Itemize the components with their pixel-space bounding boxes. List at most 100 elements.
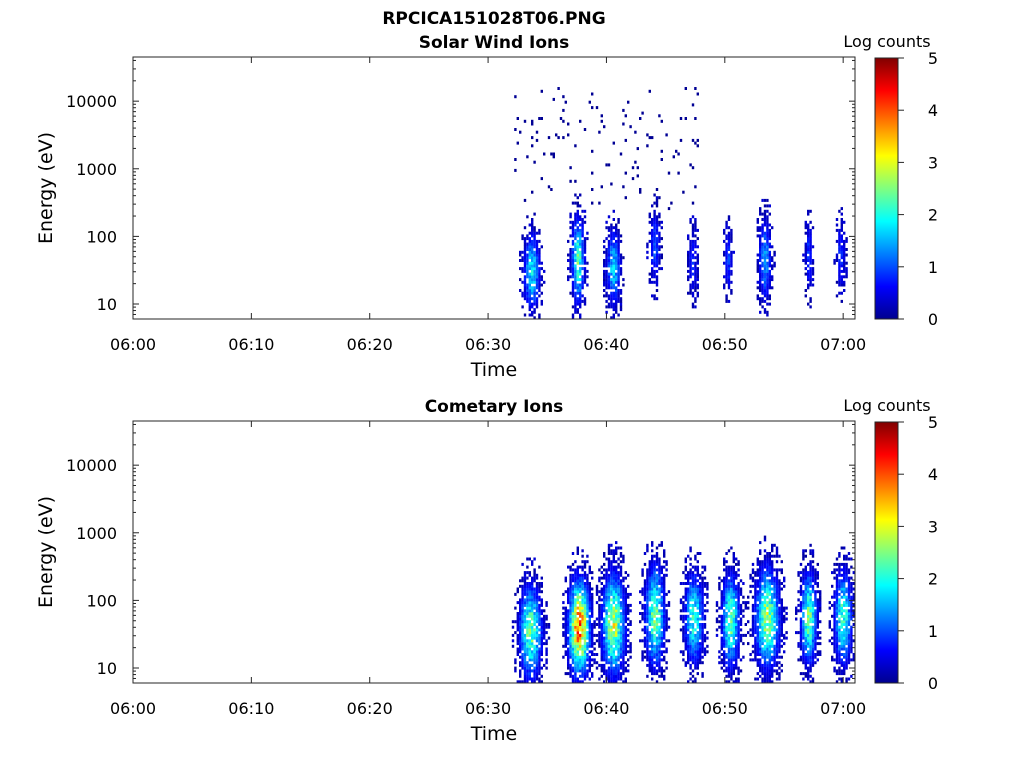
- heatmap-cell: [653, 220, 656, 224]
- heatmap-cell: [528, 612, 531, 615]
- heatmap-cell: [653, 573, 656, 577]
- heatmap-cell: [852, 592, 855, 596]
- heatmap-cell: [735, 658, 738, 662]
- heatmap-cell: [759, 286, 762, 290]
- heatmap-cell: [653, 193, 656, 197]
- heatmap-cell: [809, 617, 812, 621]
- heatmap-cell: [658, 647, 661, 651]
- heatmap-cell: [768, 275, 771, 279]
- heatmap-cell: [835, 582, 839, 585]
- heatmap-cell: [763, 617, 767, 621]
- heatmap-cell: [835, 579, 839, 583]
- heatmap-cell: [730, 625, 733, 629]
- heatmap-cell: [780, 571, 783, 575]
- heatmap-cell: [574, 264, 577, 268]
- heatmap-cell: [730, 612, 733, 615]
- heatmap-cell: [727, 666, 731, 670]
- heatmap-cell: [576, 549, 579, 553]
- heatmap-cell: [727, 595, 731, 599]
- heatmap-cell: [694, 595, 697, 599]
- heatmap-cell: [579, 278, 582, 282]
- heatmap-cell: [819, 603, 822, 607]
- heatmap-cell: [847, 617, 851, 621]
- heatmap-cell: [655, 601, 659, 605]
- heatmap-cell: [843, 250, 846, 254]
- heatmap-cell: [725, 272, 728, 276]
- heatmap-cell: [610, 609, 613, 613]
- heatmap-cell: [684, 636, 687, 640]
- heatmap-cell: [612, 614, 615, 618]
- heatmap-cell: [605, 658, 608, 662]
- heatmap-cell: [747, 595, 750, 599]
- heatmap-cell: [802, 628, 805, 632]
- heatmap-cell: [535, 250, 539, 254]
- heatmap-cell: [660, 245, 663, 249]
- heatmap-cell: [531, 601, 534, 605]
- heatmap-cell: [586, 642, 589, 646]
- heatmap-cell: [622, 650, 625, 654]
- heatmap-cell: [641, 592, 644, 596]
- heatmap-cell: [555, 133, 558, 137]
- heatmap-cell: [528, 286, 531, 290]
- heatmap-cell: [581, 674, 584, 678]
- heatmap-cell: [612, 313, 615, 317]
- heatmap-cell: [691, 576, 695, 580]
- heatmap-cell: [576, 215, 579, 219]
- heatmap-cell: [840, 661, 843, 665]
- heatmap-cell: [615, 579, 618, 583]
- heatmap-cell: [766, 655, 769, 659]
- heatmap-cell: [809, 674, 812, 678]
- heatmap-cell: [850, 606, 853, 610]
- heatmap-cell: [756, 297, 759, 301]
- heatmap-cell: [617, 289, 620, 292]
- heatmap-cell: [811, 628, 815, 632]
- heatmap-cell: [691, 653, 695, 656]
- heatmap-cell: [624, 669, 627, 673]
- heatmap-cell: [778, 554, 781, 558]
- heatmap-cell: [581, 620, 584, 624]
- heatmap-cell: [763, 280, 767, 284]
- heatmap-cell: [735, 639, 738, 643]
- heatmap-cell: [607, 576, 611, 580]
- heatmap-cell: [619, 579, 623, 583]
- heatmap-cell: [607, 625, 611, 629]
- heatmap-cell: [643, 639, 647, 643]
- heatmap-cell: [643, 590, 647, 594]
- heatmap-cell: [569, 291, 572, 295]
- heatmap-cell: [783, 617, 786, 621]
- y-tick-label: 1000: [76, 160, 117, 179]
- heatmap-cell: [569, 590, 572, 594]
- heatmap-cell: [689, 573, 692, 577]
- heatmap-cell: [761, 584, 764, 588]
- heatmap-cell: [845, 623, 848, 626]
- heatmap-cell: [768, 562, 771, 566]
- heatmap-cell: [543, 663, 546, 667]
- heatmap-cell: [600, 647, 603, 651]
- heatmap-cell: [579, 590, 582, 594]
- heatmap-cell: [723, 283, 726, 287]
- heatmap-cell: [579, 565, 582, 569]
- heatmap-cell: [612, 674, 615, 678]
- heatmap-cell: [535, 606, 539, 610]
- heatmap-cell: [643, 606, 647, 610]
- heatmap-cell: [696, 253, 699, 257]
- heatmap-cell: [835, 253, 839, 257]
- heatmap-cell: [807, 642, 810, 646]
- heatmap-cell: [763, 259, 767, 262]
- heatmap-cell: [612, 568, 615, 572]
- heatmap-cell: [583, 677, 587, 681]
- heatmap-cell: [804, 601, 807, 605]
- heatmap-cell: [610, 650, 613, 654]
- heatmap-cell: [725, 628, 728, 632]
- heatmap-cell: [605, 272, 608, 276]
- heatmap-cell: [574, 633, 577, 637]
- heatmap-cell: [569, 275, 572, 279]
- heatmap-cell: [701, 631, 704, 635]
- heatmap-cell: [727, 264, 731, 268]
- colorbar-tick-label: 4: [928, 101, 938, 120]
- heatmap-cell: [682, 639, 685, 643]
- heatmap-cell: [607, 245, 611, 249]
- heatmap-cell: [538, 275, 541, 279]
- heatmap-cell: [730, 261, 733, 265]
- heatmap-cell: [624, 138, 627, 142]
